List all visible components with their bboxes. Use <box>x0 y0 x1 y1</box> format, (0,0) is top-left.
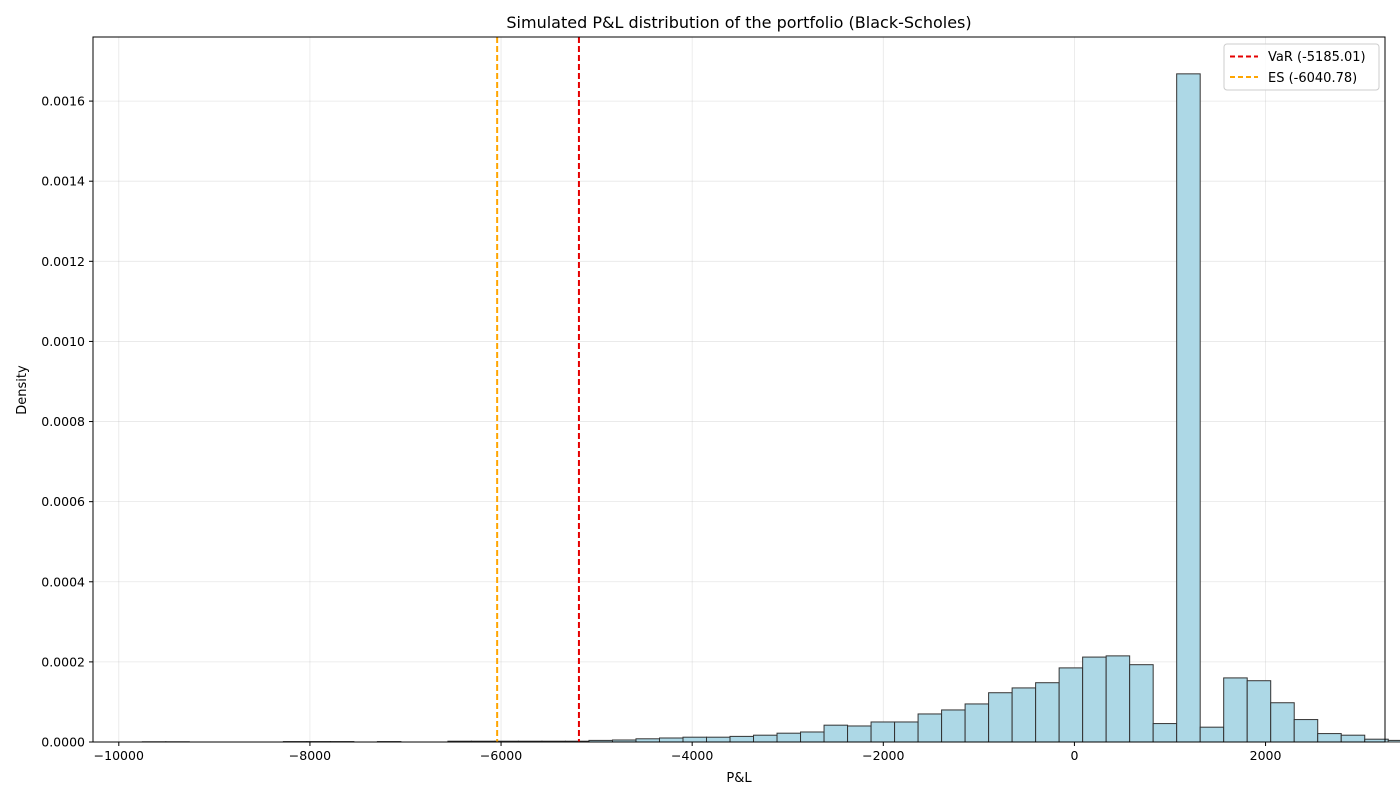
histogram-bar <box>1223 677 1248 743</box>
histogram-bar <box>729 735 755 743</box>
histogram-bar <box>1293 719 1319 743</box>
y-axis-ticks: 0.0000 0.0002 0.0004 0.0006 0.0008 0.0010 0.00… <box>41 94 93 750</box>
reference-lines <box>496 37 580 742</box>
y-tick-label: 0.0010 <box>41 334 85 349</box>
histogram-bars <box>141 73 1400 743</box>
y-tick-label: 0.0000 <box>41 735 85 750</box>
histogram-bar <box>1058 667 1084 743</box>
histogram-bar <box>1011 687 1037 743</box>
y-tick-label: 0.0004 <box>41 574 85 589</box>
histogram-bar <box>706 736 731 743</box>
histogram-bar <box>1387 739 1400 743</box>
x-tick-label: −4000 <box>671 748 713 763</box>
x-tick-label: 0 <box>1070 748 1078 763</box>
histogram-bar <box>1199 726 1225 743</box>
chart-title: Simulated P&L distribution of the portfo… <box>506 13 971 32</box>
histogram-bar <box>847 725 872 743</box>
y-tick-label: 0.0008 <box>41 414 85 429</box>
histogram-bar <box>1152 723 1178 743</box>
histogram-bar <box>1105 655 1131 743</box>
x-tick-label: −6000 <box>480 748 522 763</box>
histogram-bar <box>894 721 919 743</box>
histogram-bar <box>753 734 778 743</box>
histogram-bar <box>658 737 684 743</box>
x-tick-label: 2000 <box>1250 748 1282 763</box>
x-tick-label: −2000 <box>862 748 904 763</box>
x-axis-ticks: −10000 −8000 −6000 −4000 −2000 0 2000 <box>94 742 1282 763</box>
x-axis-label: P&L <box>726 771 752 786</box>
histogram-bar <box>870 721 896 743</box>
y-tick-label: 0.0002 <box>41 654 85 669</box>
histogram-bar <box>1176 73 1201 743</box>
legend: VaR (-5185.01) ES (-6040.78) <box>1223 43 1380 91</box>
histogram-bar <box>941 709 966 743</box>
histogram-bar <box>800 731 825 743</box>
histogram-bar <box>917 713 943 743</box>
x-tick-label: −10000 <box>94 748 144 763</box>
histogram-bar <box>964 703 990 743</box>
legend-es-label: ES (-6040.78) <box>1268 71 1357 86</box>
y-axis-label: Density <box>15 365 30 415</box>
y-tick-label: 0.0016 <box>41 94 85 109</box>
x-tick-label: −8000 <box>289 748 331 763</box>
histogram-bar <box>1246 680 1272 743</box>
y-tick-label: 0.0006 <box>41 494 85 509</box>
histogram-bar <box>776 732 802 743</box>
histogram-bar <box>682 736 708 743</box>
histogram-bar <box>1082 656 1107 743</box>
legend-var-label: VaR (-5185.01) <box>1268 50 1366 65</box>
histogram-bar <box>1035 682 1060 743</box>
histogram-bar <box>823 724 849 743</box>
legend-box <box>1223 43 1380 91</box>
grid-lines <box>93 37 1385 743</box>
y-tick-label: 0.0014 <box>41 174 85 189</box>
plot-frame <box>92 36 1386 743</box>
histogram-bar <box>1340 734 1366 743</box>
histogram-bar <box>1270 702 1295 743</box>
histogram-bar <box>988 692 1013 743</box>
y-tick-label: 0.0012 <box>41 254 85 269</box>
histogram-bar <box>1317 733 1342 743</box>
histogram-bar <box>1129 664 1154 743</box>
